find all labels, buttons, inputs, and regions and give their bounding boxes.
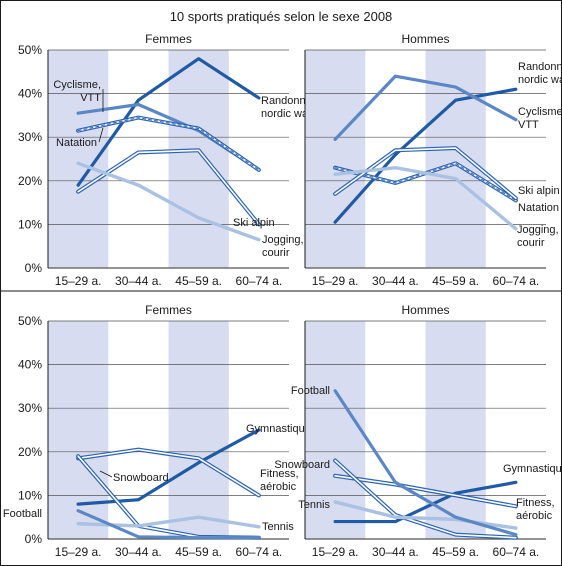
series-label: courir	[517, 237, 545, 249]
series-line	[333, 166, 518, 231]
series-label: Cyclisme,	[518, 106, 562, 118]
series-label: Fitness,	[516, 497, 555, 509]
x-tick-label: 60–74 a.	[493, 274, 540, 288]
x-tick-label: 60–74 a.	[236, 545, 283, 559]
x-tick-label: 60–74 a.	[493, 545, 540, 559]
y-tick-label: 0%	[25, 532, 43, 546]
series-label: Fitness,	[260, 468, 299, 480]
panel-title: Hommes	[401, 32, 449, 46]
series-line	[333, 473, 518, 509]
category-band	[168, 50, 229, 268]
x-tick-label: 45–59 a.	[432, 274, 479, 288]
series-label: Tennis	[262, 521, 294, 533]
series-label: VTT	[80, 92, 101, 104]
series-label: Jogging,	[262, 234, 304, 246]
label-leader	[99, 470, 113, 478]
x-tick-label: 45–59 a.	[175, 545, 222, 559]
category-band	[48, 321, 109, 539]
series-line	[76, 148, 261, 227]
series-line	[333, 87, 518, 224]
series-label: aérobic	[516, 510, 553, 522]
series-label: VTT	[518, 119, 539, 131]
series-label: Gymnastique	[246, 423, 311, 435]
x-tick-label: 15–29 a.	[312, 545, 359, 559]
series-line	[76, 447, 261, 498]
series-line	[333, 458, 518, 540]
x-tick-label: 60–74 a.	[236, 274, 283, 288]
y-tick-label: 30%	[18, 130, 42, 144]
series-line	[333, 500, 518, 530]
series-line	[76, 115, 261, 172]
y-tick-label: 20%	[18, 445, 42, 459]
y-tick-label: 10%	[18, 217, 42, 231]
series-label: Football	[3, 508, 42, 520]
y-tick-label: 20%	[18, 174, 42, 188]
series-line	[76, 161, 261, 242]
x-tick-label: 45–59 a.	[175, 274, 222, 288]
x-tick-label: 30–44 a.	[115, 545, 162, 559]
y-tick-label: 50%	[18, 314, 42, 328]
series-line	[76, 509, 261, 540]
series-label: Snowboard	[274, 459, 330, 471]
chart-panel-4: Hommes 15–29 a. 30–44 a. 45–59 a. 60–74 a. Fo…	[274, 303, 562, 559]
series-label: Tennis	[298, 499, 330, 511]
x-tick-label: 30–44 a.	[372, 274, 419, 288]
y-tick-label: 50%	[18, 43, 42, 57]
series-label: aérobic	[260, 481, 297, 493]
series-label: Randonnée,	[518, 61, 562, 73]
chart-panel-2: Hommes 15–29 a. 30–44 a. 45–59 a. 60–74 a. Ra…	[304, 32, 562, 288]
series-label: courir	[262, 247, 290, 259]
x-tick-label: 30–44 a.	[372, 545, 419, 559]
x-tick-label: 15–29 a.	[55, 545, 102, 559]
series-line	[76, 57, 261, 187]
x-tick-label: 15–29 a.	[312, 274, 359, 288]
x-tick-label: 15–29 a.	[55, 274, 102, 288]
series-label: nordic walking	[518, 74, 562, 86]
category-band	[305, 50, 366, 268]
series-label: Cyclisme,	[53, 79, 101, 91]
series-label: Football	[291, 385, 330, 397]
y-tick-label: 0%	[25, 261, 43, 275]
chart-title: 10 sports pratiqués selon le sexe 2008	[170, 9, 393, 24]
series-label: Natation	[518, 202, 559, 214]
series-line	[333, 480, 518, 524]
x-tick-label: 45–59 a.	[432, 545, 479, 559]
series-label: Ski alpin	[518, 185, 560, 197]
series-label: Gymnastique	[503, 463, 562, 475]
series-line	[333, 389, 518, 537]
chart-panel-3: Femmes 0% 10% 20% 30% 40% 50% 15–29 a. 30–44 a. 4…	[3, 303, 311, 559]
panel-title: Femmes	[145, 32, 192, 46]
y-tick-label: 40%	[18, 358, 42, 372]
series-label: Natation	[56, 137, 97, 149]
series-line	[333, 74, 518, 141]
label-leader	[98, 127, 104, 143]
series-label: Jogging,	[517, 224, 559, 236]
y-tick-label: 30%	[18, 401, 42, 415]
category-band	[168, 321, 229, 539]
x-tick-label: 30–44 a.	[115, 274, 162, 288]
panel-title: Femmes	[145, 303, 192, 317]
y-tick-label: 40%	[18, 87, 42, 101]
panel-title: Hommes	[401, 303, 449, 317]
series-label: Snowboard	[113, 472, 169, 484]
series-label: Ski alpin	[233, 217, 275, 229]
series-line	[76, 428, 261, 506]
y-tick-label: 10%	[18, 488, 42, 502]
chart-panel-1: Femmes 0% 10% 20% 30% 40% 50% 15–29 a. 30–44 a. 4…	[18, 32, 331, 288]
